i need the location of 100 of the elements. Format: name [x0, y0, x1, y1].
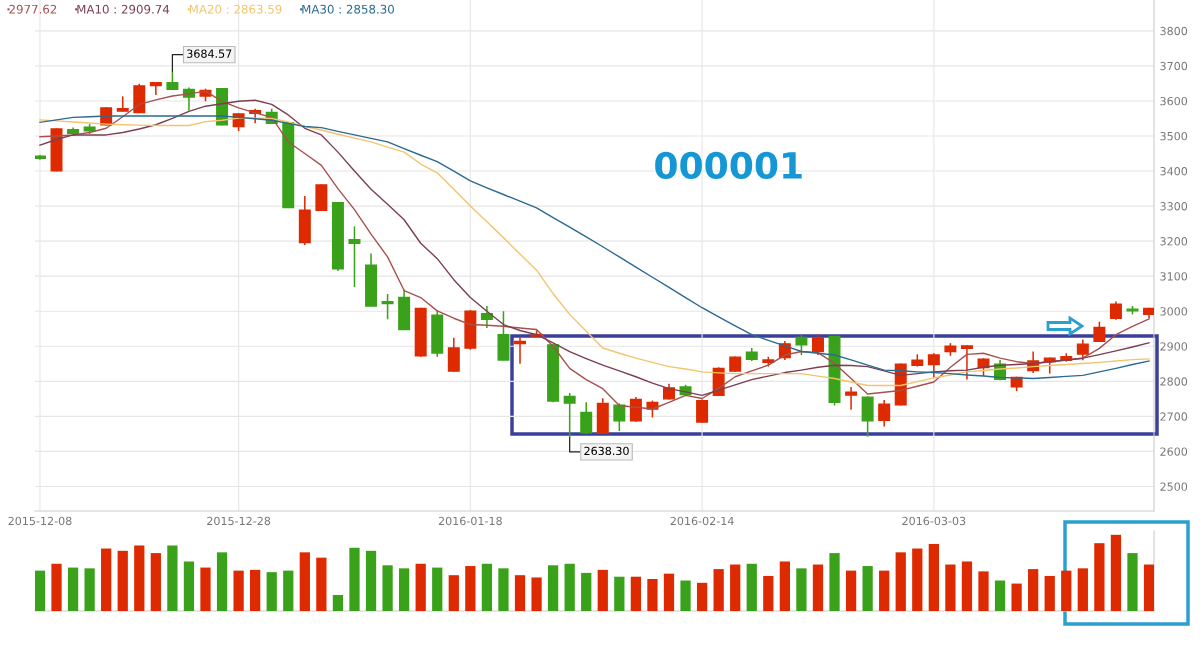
bar [316, 557, 327, 611]
candlestick [563, 392, 576, 439]
bar [630, 576, 642, 611]
candlestick [878, 399, 891, 428]
y-tick-label: 2800 [1160, 377, 1188, 386]
bar [912, 548, 923, 611]
candlestick [927, 352, 940, 379]
bar [51, 563, 62, 611]
x-tick-label: 2015-12-08 [8, 516, 72, 526]
candlestick [795, 334, 808, 356]
bar [67, 567, 79, 611]
bar [812, 564, 824, 611]
bar [763, 575, 774, 611]
bar [978, 571, 989, 611]
bar [680, 580, 691, 611]
bar [531, 577, 542, 611]
bar [349, 547, 360, 611]
y-tick-label: 3200 [1160, 237, 1188, 246]
bar [614, 576, 625, 611]
candlestick [149, 81, 162, 96]
bar [581, 572, 592, 611]
legend-label: 2977.62 [9, 4, 57, 14]
x-tick-label: 2016-02-14 [670, 516, 734, 526]
candlestick [613, 402, 626, 432]
candlestick [480, 305, 493, 329]
bar [399, 568, 410, 611]
bar [448, 575, 459, 611]
bar [779, 561, 790, 611]
annotation: 2638.30 [584, 446, 629, 456]
bar [415, 563, 426, 611]
bar [299, 552, 310, 611]
bar [547, 565, 559, 611]
legend-label: MA10 : 2909.74 [77, 4, 170, 14]
bar [1061, 570, 1072, 611]
legend-label: MA30 : 2858.30 [302, 4, 394, 14]
bar [1094, 543, 1105, 611]
bar [35, 570, 46, 611]
y-tick-label: 2500 [1160, 482, 1188, 491]
bar [746, 563, 757, 611]
x-tick-label: 2016-03-03 [902, 516, 966, 526]
bar [432, 567, 443, 611]
y-tick-label: 3800 [1160, 26, 1188, 36]
bar [796, 568, 807, 611]
candlestick [447, 337, 460, 373]
bar [994, 580, 1006, 611]
y-tick-label: 2700 [1160, 412, 1188, 421]
bar [1011, 583, 1022, 611]
annotation: 3684.57 [187, 49, 232, 58]
bar [696, 582, 708, 611]
legend-label: MA20 : 2863.59 [189, 4, 282, 14]
bar [382, 565, 393, 611]
candlestick [629, 396, 642, 423]
bar [134, 545, 145, 611]
bar [1110, 534, 1122, 611]
bar [250, 569, 261, 611]
bar [465, 566, 476, 611]
bar [862, 566, 873, 611]
bar [663, 573, 675, 611]
bar [481, 563, 493, 611]
bar [895, 552, 906, 611]
bar [1127, 553, 1138, 611]
x-tick-label: 2016-01-18 [438, 516, 502, 526]
y-tick-label: 2600 [1160, 447, 1188, 456]
bar [829, 553, 840, 611]
bar [216, 552, 228, 611]
bar [845, 570, 857, 611]
bar [200, 567, 211, 611]
y-tick-label: 3500 [1160, 131, 1188, 141]
candlestick [580, 401, 593, 435]
candlestick [1076, 338, 1089, 362]
candlestick [861, 395, 874, 438]
bar [233, 570, 244, 611]
annotation: 000001 [655, 151, 802, 180]
bar [647, 579, 658, 611]
candlestick [381, 293, 394, 321]
bar [365, 550, 377, 611]
bar [879, 570, 890, 611]
bar [961, 561, 973, 611]
bar [150, 553, 161, 611]
y-tick-label: 2900 [1160, 342, 1188, 351]
x-tick-label: 2015-12-28 [207, 516, 271, 526]
candlestick [960, 344, 973, 381]
bar [167, 545, 178, 611]
bar [1077, 568, 1088, 611]
bar [1044, 575, 1055, 611]
bar [498, 568, 509, 611]
bar [183, 561, 195, 611]
bar [266, 572, 277, 611]
bar [332, 595, 344, 611]
y-tick-label: 3700 [1160, 61, 1188, 71]
bar [945, 564, 956, 611]
bar [1028, 569, 1039, 611]
bar [713, 569, 724, 611]
bar [564, 563, 575, 611]
bar [514, 575, 526, 611]
bar [597, 569, 608, 611]
bar [283, 570, 294, 611]
candlestick [845, 386, 858, 411]
y-tick-label: 3100 [1160, 272, 1188, 281]
bar [928, 543, 939, 611]
